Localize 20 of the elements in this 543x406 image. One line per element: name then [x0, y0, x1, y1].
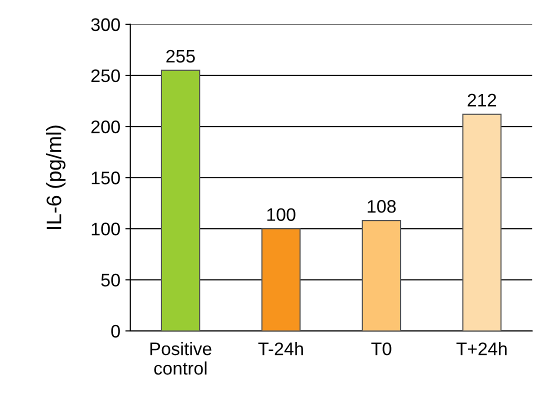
data-label: 108 — [368, 200, 396, 213]
bar — [160, 70, 200, 331]
y-tick-label: 300 — [91, 18, 120, 32]
y-tick-label: 50 — [101, 274, 120, 287]
x-tick-label: Positive control — [150, 342, 212, 375]
data-label: 212 — [468, 94, 496, 106]
x-tick-label: T0 — [371, 342, 392, 356]
y-tick-label: 100 — [92, 222, 120, 236]
data-label: 255 — [166, 50, 195, 63]
y-tick-label: 0 — [111, 324, 120, 338]
y-tick-label: 200 — [91, 120, 120, 134]
bar — [462, 114, 502, 331]
y-tick-label: 150 — [92, 172, 120, 184]
data-label: 100 — [267, 208, 296, 221]
y-tick-label: 250 — [91, 69, 120, 82]
x-tick-label: T+24h — [456, 342, 507, 356]
bar — [261, 228, 301, 331]
bar — [362, 220, 402, 331]
x-tick-label: T-24h — [258, 342, 303, 356]
y-axis-title: IL-6 (pg/ml) — [46, 126, 66, 229]
